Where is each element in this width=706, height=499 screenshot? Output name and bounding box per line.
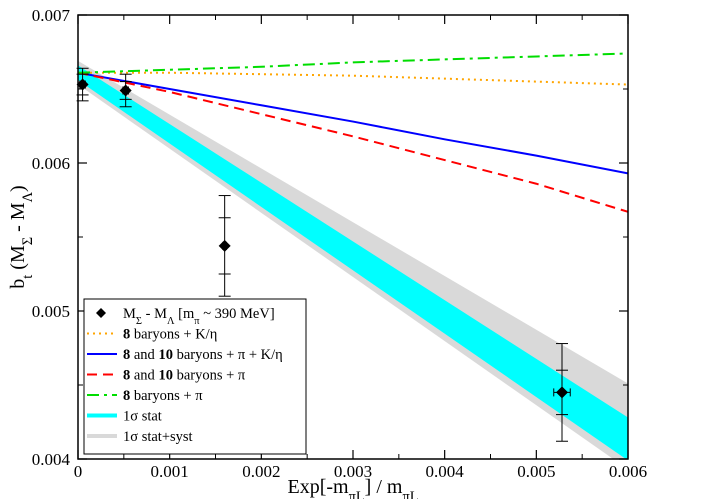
diamond-marker <box>119 84 132 97</box>
legend-label: 8 baryons + K/η <box>123 327 217 343</box>
legend-item-4: 8 baryons + π <box>87 388 203 404</box>
series-line-2 <box>78 71 628 213</box>
x-tick-label: 0.003 <box>334 462 372 481</box>
legend-item-5: 1σ stat <box>87 409 162 425</box>
legend-label: 8 baryons + π <box>123 388 203 404</box>
diamond-marker <box>556 386 568 399</box>
legend-label: 1σ stat <box>123 409 162 425</box>
y-tick-label: 0.005 <box>32 302 70 321</box>
legend-label: 8 and 10 baryons + π + K/η <box>123 347 283 363</box>
y-tick-label: 0.006 <box>32 154 70 173</box>
legend: MΣ - MΛ [mπ ~ 390 MeV]8 baryons + K/η 8 a… <box>83 298 307 455</box>
legend-item-0: MΣ - MΛ [mπ ~ 390 MeV] <box>96 306 275 327</box>
x-tick-label: 0.001 <box>151 462 189 481</box>
series-line-1 <box>78 71 628 175</box>
y-axis-title: bt (MΣ - MΛ) <box>7 185 36 288</box>
plot-area <box>78 52 628 459</box>
x-tick-label: 0.005 <box>517 462 555 481</box>
data-points <box>76 67 571 442</box>
x-tick-label: 0 <box>74 462 83 481</box>
x-axis-title: Exp[-mπL] / mπL <box>288 476 419 499</box>
data-point-2 <box>218 195 231 297</box>
diamond-marker <box>218 239 231 252</box>
legend-box <box>83 298 307 455</box>
y-tick-label: 0.004 <box>32 450 71 469</box>
band-1 <box>78 65 628 459</box>
legend-item-1: 8 baryons + K/η <box>87 327 217 343</box>
diamond-marker <box>76 78 89 91</box>
series-line-3 <box>78 52 628 74</box>
x-tick-label: 0.004 <box>426 462 465 481</box>
legend-item-3: 8 and 10 baryons + π <box>87 368 246 384</box>
legend-item-2: 8 and 10 baryons + π + K/η <box>87 347 283 363</box>
legend-label: MΣ - MΛ [mπ ~ 390 MeV] <box>123 306 275 327</box>
series-line-0 <box>78 71 628 86</box>
data-point-3 <box>553 343 571 442</box>
legend-label: 1σ stat+syst <box>123 429 193 445</box>
legend-marker-diamond <box>96 308 106 318</box>
x-tick-label: 0.006 <box>609 462 647 481</box>
data-point-0 <box>76 67 89 102</box>
y-tick-label: 0.007 <box>32 6 71 25</box>
legend-item-6: 1σ stat+syst <box>87 429 193 445</box>
legend-label: 8 and 10 baryons + π <box>123 368 246 384</box>
data-point-1 <box>119 73 132 108</box>
x-tick-label: 0.002 <box>242 462 280 481</box>
